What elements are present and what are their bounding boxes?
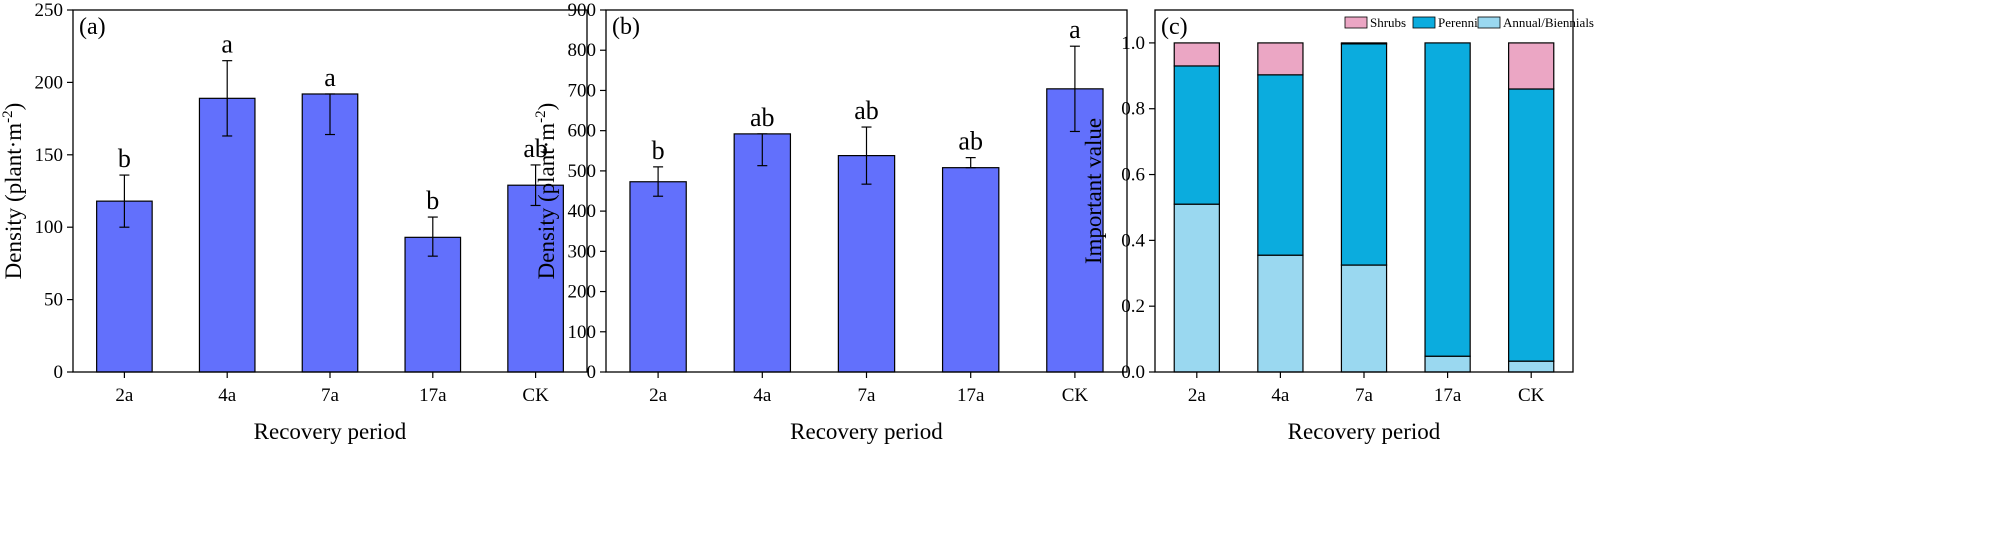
bar-segment	[1424, 42, 1471, 357]
x-tick-label: 17a	[1434, 385, 1462, 406]
x-tick-label: 2a	[1188, 385, 1207, 406]
legend-label: Shrubs	[1370, 15, 1406, 30]
y-tick-label: 150	[35, 145, 64, 166]
y-tick-label: 100	[35, 217, 64, 238]
x-tick-label: CK	[522, 385, 549, 406]
y-tick-label: 900	[568, 0, 597, 21]
bar	[837, 155, 896, 373]
y-tick-label: 100	[568, 322, 597, 343]
legend: Shrubs Perennials Annual/Biennials	[1344, 15, 1594, 30]
legend-swatch	[1477, 16, 1501, 29]
y-tick-label: 800	[568, 40, 597, 61]
bar	[404, 236, 462, 373]
y-tick-label: 50	[44, 290, 63, 311]
panel-c-important-value: 0.0 0.2 0.4 0.6 0.8 1.0 2a 4a 7a 17a CK Recovery pe…	[1081, 9, 1594, 444]
bar-segment	[1340, 42, 1388, 45]
panel-label: (b)	[612, 14, 640, 40]
y-tick-label: 300	[568, 241, 597, 262]
bar-segment	[1508, 42, 1555, 90]
x-tick-label: 7a	[321, 385, 340, 406]
x-tick-label: 4a	[1271, 385, 1290, 406]
y-axis-title: Density (plant·m-2)	[0, 103, 26, 280]
bar	[941, 167, 1000, 373]
y-tick-label: 400	[568, 201, 597, 222]
significance-label: b	[652, 136, 665, 165]
x-tick-label: 4a	[753, 385, 772, 406]
y-tick-label: 250	[35, 0, 64, 21]
x-tick-label: CK	[1518, 385, 1545, 406]
panel-label: (a)	[79, 14, 106, 40]
x-tick-label: 2a	[115, 385, 134, 406]
x-tick-label: 2a	[649, 385, 668, 406]
significance-label: ab	[958, 127, 983, 156]
y-tick-label: 0.0	[1121, 362, 1145, 383]
y-tick-label: 200	[568, 282, 597, 303]
x-tick-label: 17a	[419, 385, 447, 406]
significance-label: a	[1069, 15, 1081, 44]
bar	[301, 93, 359, 373]
significance-label: ab	[523, 134, 548, 163]
significance-label: ab	[854, 96, 879, 125]
legend-swatch	[1412, 16, 1436, 29]
panel-b-density: b ab ab ab a 0 100 200 300 400 500 600 700 800 900 2a 4a…	[533, 0, 1128, 444]
bar-segment	[1173, 65, 1220, 205]
y-tick-label: 1.0	[1121, 33, 1145, 54]
bar	[198, 97, 256, 373]
x-axis-title: Recovery period	[254, 419, 407, 444]
bar	[1046, 88, 1104, 373]
y-tick-label: 700	[568, 80, 597, 101]
y-axis-title: Density (plant·m-2)	[533, 103, 559, 280]
x-tick-label: 7a	[1355, 385, 1374, 406]
x-tick-label: CK	[1062, 385, 1089, 406]
significance-label: ab	[750, 103, 775, 132]
bar-segment	[1340, 264, 1388, 373]
bar-segment	[1257, 254, 1304, 373]
y-tick-label: 0	[54, 362, 64, 383]
y-tick-label: 0.2	[1121, 296, 1145, 317]
y-tick-label: 0.4	[1121, 230, 1145, 251]
y-tick-label: 500	[568, 161, 597, 182]
bar-segment	[1257, 42, 1304, 76]
significance-label: b	[118, 144, 131, 173]
bar	[96, 200, 153, 373]
y-tick-label: 600	[568, 121, 597, 142]
significance-label: a	[221, 30, 233, 59]
x-tick-label: 4a	[218, 385, 237, 406]
bar-segment	[1257, 74, 1304, 256]
significance-label: a	[324, 63, 336, 92]
y-tick-label: 0.8	[1121, 99, 1145, 120]
bar-segment	[1424, 355, 1471, 373]
y-axis-title: Important value	[1081, 118, 1106, 264]
bar	[733, 133, 792, 373]
y-tick-label: 0	[587, 362, 597, 383]
significance-label: b	[426, 186, 439, 215]
x-tick-label: 7a	[858, 385, 877, 406]
x-tick-label: 17a	[957, 385, 985, 406]
bar-segment	[1340, 43, 1388, 266]
x-axis-title: Recovery period	[790, 419, 943, 444]
legend-swatch	[1344, 16, 1368, 29]
y-tick-label: 200	[35, 72, 64, 93]
panel-label: (c)	[1161, 14, 1188, 40]
x-axis-title: Recovery period	[1288, 419, 1441, 444]
bar-segment	[1173, 203, 1220, 373]
bar-segment	[1173, 42, 1220, 67]
bar-segment	[1508, 360, 1555, 373]
bar-segment	[1508, 88, 1555, 362]
legend-label: Annual/Biennials	[1503, 15, 1594, 30]
bar	[629, 181, 687, 373]
y-tick-label: 0.6	[1121, 165, 1145, 186]
